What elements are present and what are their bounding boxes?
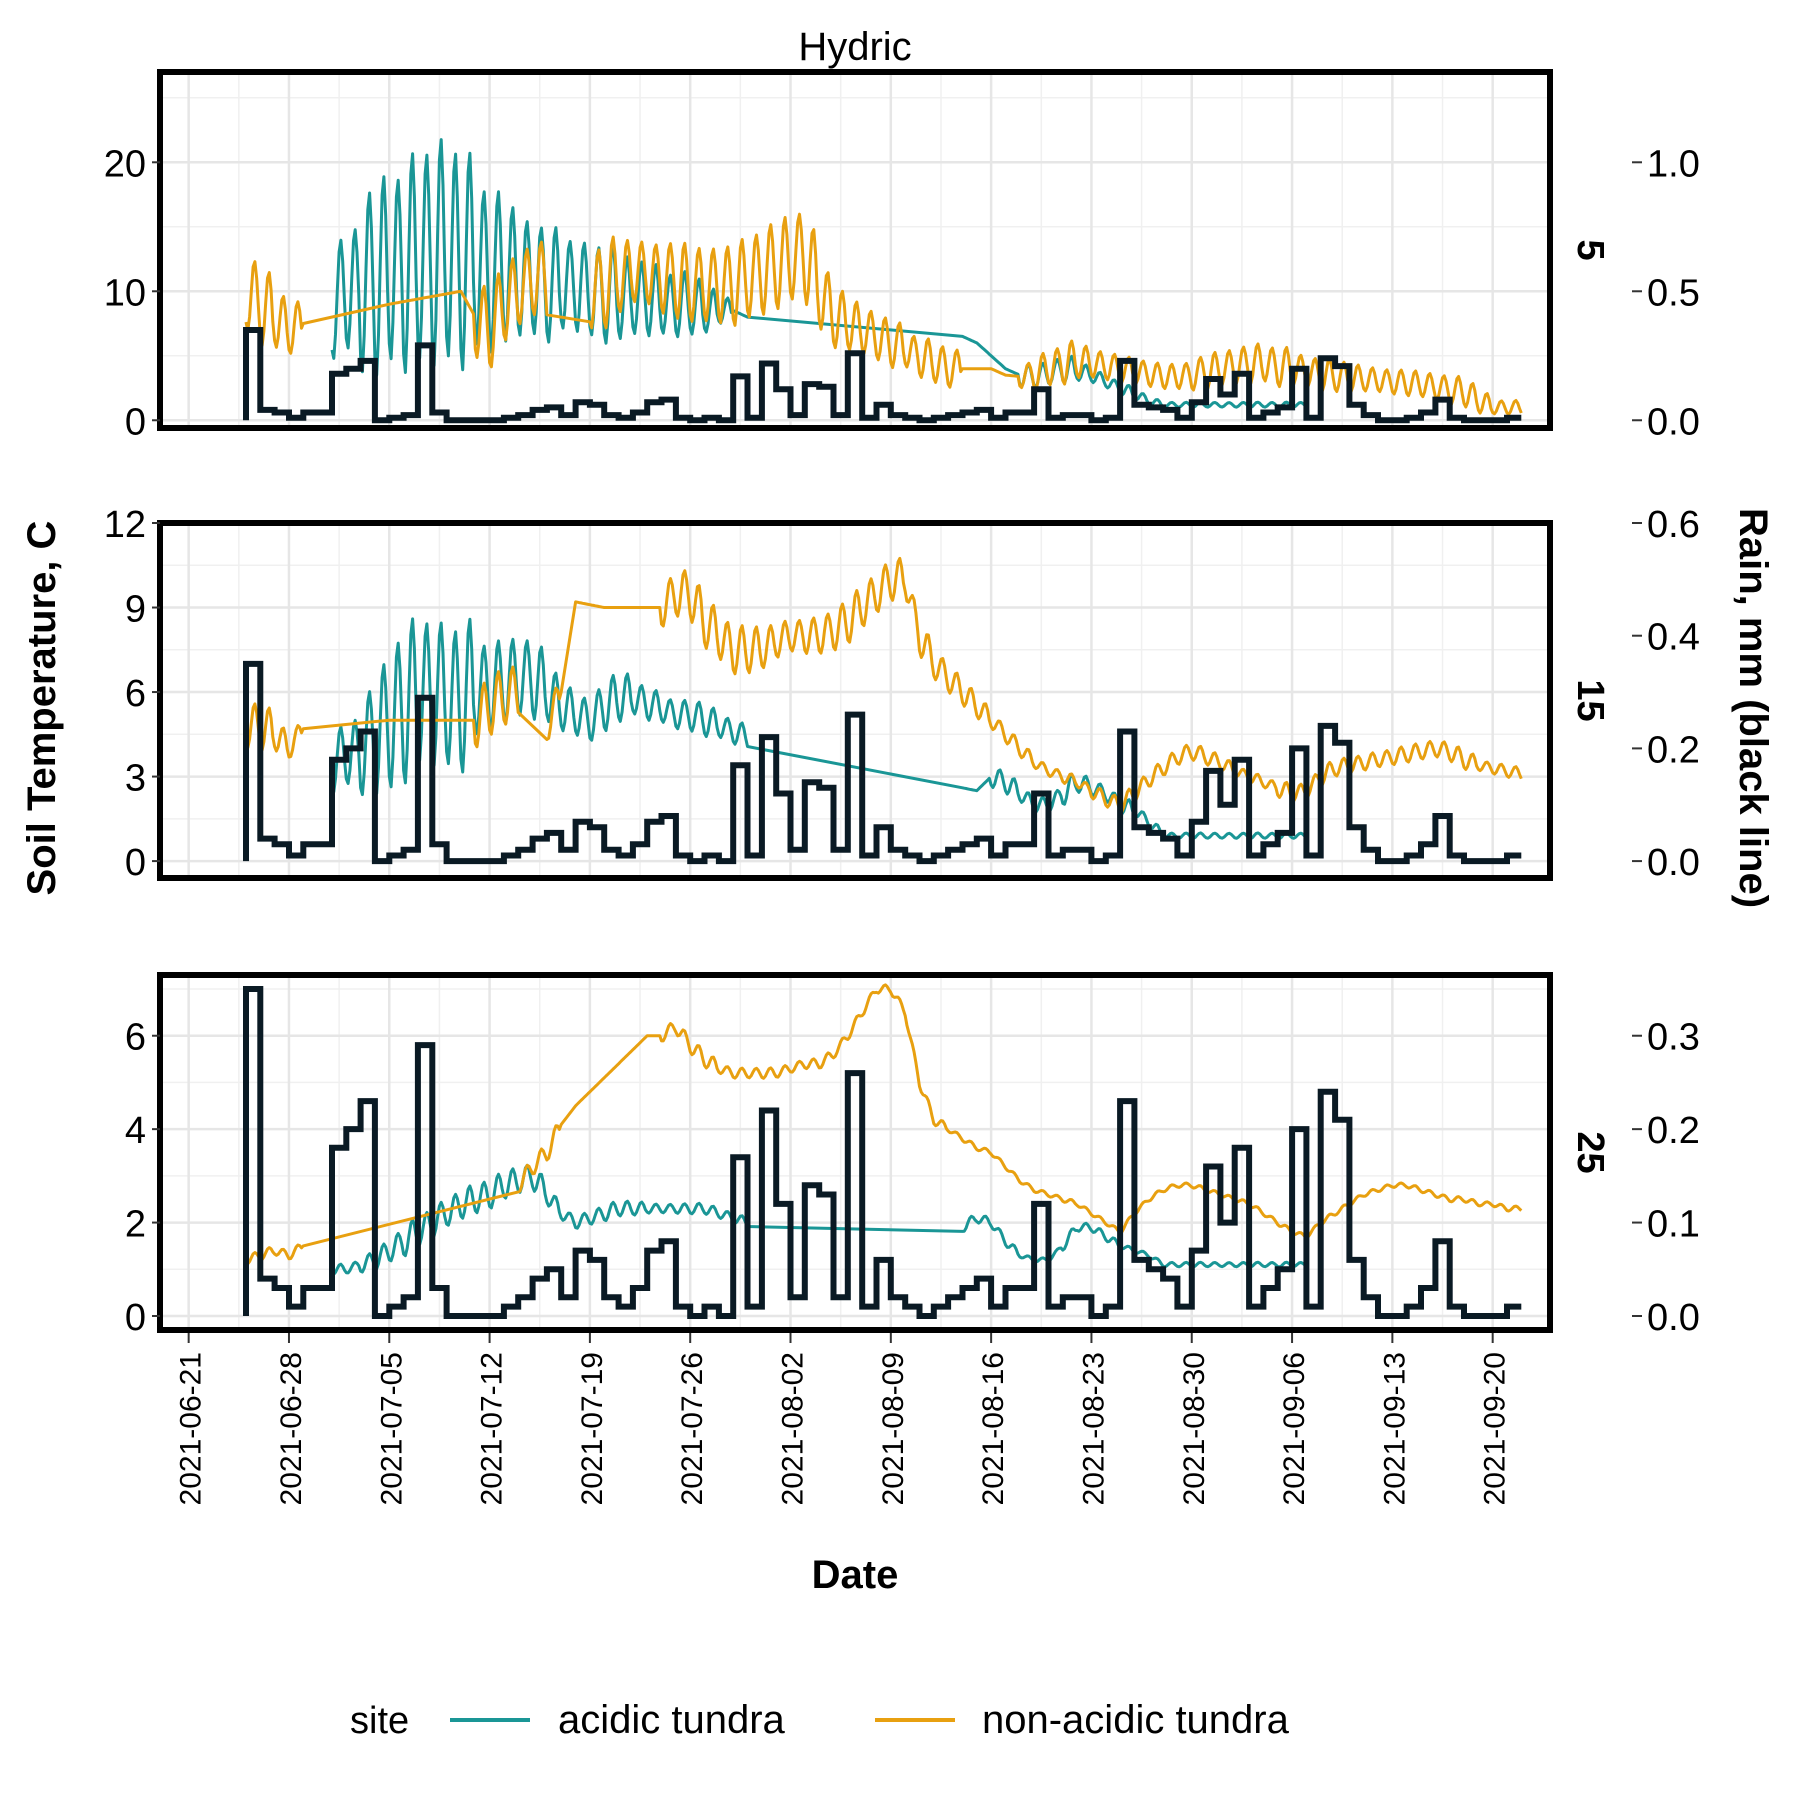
y-tick-label: 2 [125, 1204, 146, 1246]
y-axis-left: 0 10 20 [104, 143, 160, 443]
y-tick-label: 0 [125, 842, 146, 884]
x-tick-label: 2021-06-21 [175, 1352, 208, 1505]
series-rain [243, 327, 1522, 424]
x-tick-label: 2021-07-05 [375, 1352, 408, 1505]
panel-border [157, 972, 1553, 1333]
y-axis-right: 0.0 0.1 0.2 0.3 [1632, 1017, 1700, 1339]
y-tick-label: 0 [125, 401, 146, 443]
y2-tick-label: 0.5 [1647, 272, 1700, 314]
x-tick-label: 2021-08-09 [877, 1352, 910, 1505]
x-tick-label: 2021-07-19 [576, 1352, 609, 1505]
chart-title: Hydric [798, 25, 911, 69]
y-tick-label: 4 [125, 1110, 146, 1152]
x-axis-label: Date [812, 1553, 899, 1597]
y-tick-label: 10 [104, 272, 146, 314]
y-axis-right: 0.0 0.5 1.0 [1632, 143, 1700, 443]
facet-label: 25 [1569, 1131, 1611, 1173]
y2-tick-label: 0.0 [1647, 401, 1700, 443]
y-axis-left: 0 2 4 6 [125, 1017, 160, 1339]
y2-axis-label: Rain, mm (black line) [1731, 508, 1775, 908]
y-tick-label: 20 [104, 143, 146, 185]
y2-tick-label: 0.4 [1647, 617, 1700, 659]
legend-label-non-acidic-tundra: non-acidic tundra [982, 1698, 1290, 1742]
y2-tick-label: 1.0 [1647, 143, 1700, 185]
series-rain [243, 660, 1522, 865]
panel-border [157, 520, 1553, 881]
panel-depth-15: 0 3 6 9 12 0.0 0.2 0.4 0.6 15 [104, 504, 1700, 884]
major-gridlines [160, 72, 1550, 428]
y2-tick-label: 0.2 [1647, 1110, 1700, 1152]
x-axis: 2021-06-21 2021-06-28 2021-07-05 2021-07-12… [175, 1333, 1512, 1505]
x-tick-label: 2021-09-20 [1479, 1352, 1512, 1505]
x-tick-label: 2021-06-28 [275, 1352, 308, 1505]
series-non-acidic-tundra [245, 983, 1523, 1266]
series-rain [243, 986, 1522, 1319]
x-tick-label: 2021-09-06 [1278, 1352, 1311, 1505]
facet-label: 5 [1569, 239, 1611, 260]
y-axis-left: 0 3 6 9 12 [104, 504, 160, 884]
facet-label: 15 [1569, 679, 1611, 721]
panel-depth-25: 0 2 4 6 0.0 0.1 0.2 0.3 25 [125, 972, 1700, 1339]
y2-tick-label: 0.2 [1647, 729, 1700, 771]
y-axis-right: 0.0 0.2 0.4 0.6 [1632, 504, 1700, 884]
x-tick-label: 2021-08-23 [1077, 1352, 1110, 1505]
y2-tick-label: 0.0 [1647, 1297, 1700, 1339]
x-tick-label: 2021-08-02 [777, 1352, 810, 1505]
x-tick-label: 2021-07-26 [676, 1352, 709, 1505]
panel-border [157, 69, 1553, 431]
y2-tick-label: 0.6 [1647, 504, 1700, 546]
x-tick-label: 2021-08-30 [1178, 1352, 1211, 1505]
minor-gridlines [160, 975, 1550, 1330]
y-tick-label: 3 [125, 758, 146, 800]
panels: 010200.00.51.050369120.00.20.40.61502460… [104, 69, 1700, 1339]
y-tick-label: 12 [104, 504, 146, 546]
y2-tick-label: 0.1 [1647, 1204, 1700, 1246]
panel-depth-5: 0 10 20 0.0 0.5 1.0 5 [104, 69, 1700, 443]
y-tick-label: 6 [125, 1017, 146, 1059]
y-tick-label: 0 [125, 1297, 146, 1339]
legend-label-acidic-tundra: acidic tundra [558, 1698, 786, 1742]
x-tick-label: 2021-08-16 [977, 1352, 1010, 1505]
y2-tick-label: 0.3 [1647, 1017, 1700, 1059]
y-tick-label: 9 [125, 589, 146, 631]
minor-gridlines [160, 72, 1550, 428]
legend-title: site [350, 1700, 409, 1742]
y2-tick-label: 0.0 [1647, 842, 1700, 884]
x-tick-label: 2021-09-13 [1378, 1352, 1411, 1505]
series-non-acidic-tundra [244, 556, 1523, 814]
x-tick-label: 2021-07-12 [476, 1352, 509, 1505]
legend: site acidic tundra non-acidic tundra [350, 1698, 1290, 1742]
y-axis-label: Soil Temperature, C [20, 521, 64, 896]
y-tick-label: 6 [125, 673, 146, 715]
